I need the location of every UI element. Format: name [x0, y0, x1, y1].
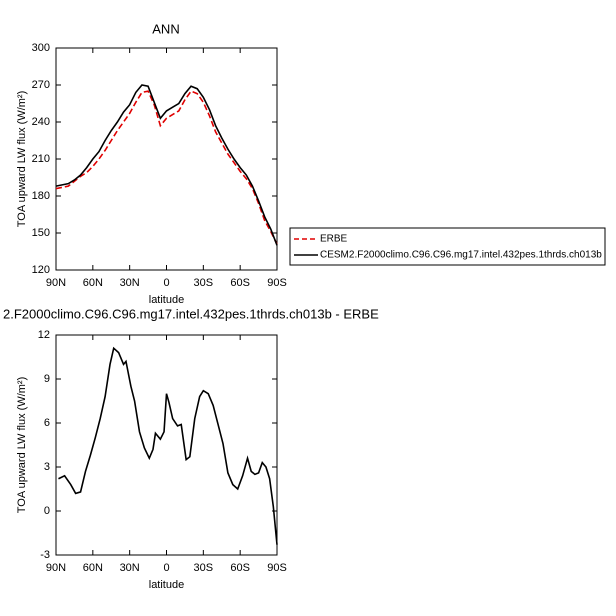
- y-axis-label: TOA upward LW flux (W/m²): [16, 377, 28, 514]
- y-tick-label: 120: [32, 264, 50, 276]
- x-tick-label: 60N: [83, 277, 103, 289]
- chart-title: ANN: [152, 21, 179, 36]
- data-line: [55, 84, 278, 246]
- plot-frame: [55, 334, 278, 556]
- x-tick-label: 0: [163, 562, 169, 574]
- x-tick-label: 60N: [83, 562, 103, 574]
- y-tick-label: 180: [32, 190, 50, 202]
- x-axis-label: latitude: [149, 294, 184, 306]
- x-tick-label: 30N: [120, 562, 140, 574]
- y-tick-label: 6: [44, 417, 50, 429]
- x-tick-label: 90N: [46, 562, 66, 574]
- y-tick-label: 210: [32, 153, 50, 165]
- x-axis-label: latitude: [149, 579, 184, 591]
- x-tick-label: 0: [163, 277, 169, 289]
- y-tick-label: 300: [32, 42, 50, 54]
- x-tick-label: 30N: [120, 277, 140, 289]
- legend-label: ERBE: [320, 234, 348, 245]
- y-tick-label: 9: [44, 373, 50, 385]
- x-tick-label: 60S: [230, 277, 250, 289]
- x-tick-label: 90S: [267, 562, 287, 574]
- y-tick-label: 150: [32, 227, 50, 239]
- y-tick-label: 0: [44, 505, 50, 517]
- y-tick-label: 12: [38, 329, 50, 341]
- data-line: [58, 346, 278, 545]
- legend-box: [289, 227, 606, 266]
- y-tick-label: -3: [40, 549, 50, 561]
- y-tick-label: 270: [32, 79, 50, 91]
- plot-frame: [55, 47, 278, 271]
- x-tick-label: 30S: [194, 562, 214, 574]
- x-tick-label: 30S: [194, 277, 214, 289]
- data-line: [55, 90, 278, 245]
- legend-label: CESM2.F2000climo.C96.C96.mg17.intel.432p…: [320, 250, 602, 261]
- y-tick-label: 3: [44, 461, 50, 473]
- x-tick-label: 90N: [46, 277, 66, 289]
- chart-title: 2.F2000climo.C96.C96.mg17.intel.432pes.1…: [3, 306, 379, 321]
- x-tick-label: 90S: [267, 277, 287, 289]
- y-tick-label: 240: [32, 116, 50, 128]
- y-axis-label: TOA upward LW flux (W/m²): [16, 91, 28, 228]
- x-tick-label: 60S: [230, 562, 250, 574]
